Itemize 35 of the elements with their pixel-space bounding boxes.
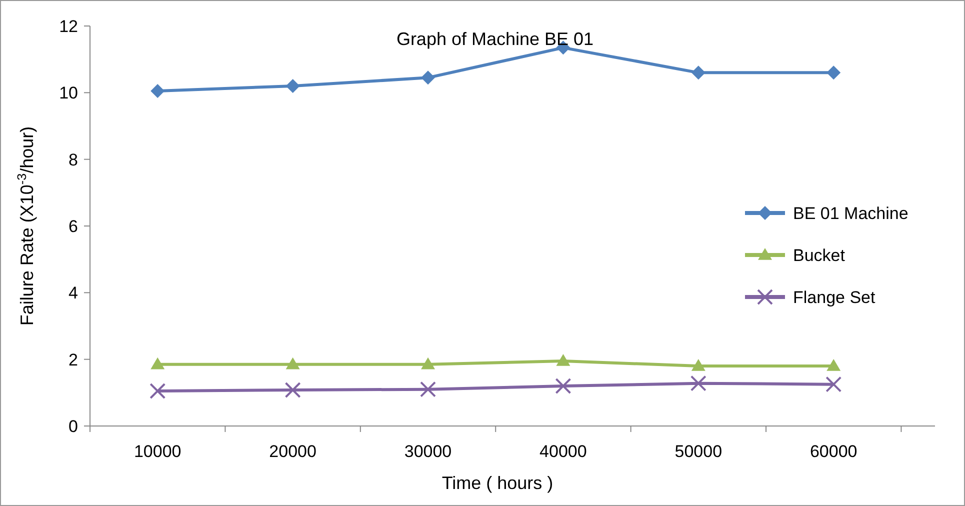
point	[150, 357, 165, 370]
x-tick-label: 60000	[810, 442, 858, 461]
point	[555, 378, 572, 394]
point	[420, 381, 436, 398]
legend-label: BE 01 Machine	[793, 204, 908, 223]
point	[150, 84, 165, 98]
point	[556, 354, 570, 366]
point	[421, 357, 435, 370]
y-tick-label: 6	[68, 216, 78, 236]
point	[826, 359, 841, 371]
x-axis-title: Time ( hours )	[442, 473, 554, 493]
y-tick-label: 2	[68, 350, 78, 370]
y-tick-label: 0	[68, 416, 78, 436]
chart-title: Graph of Machine BE 01	[396, 29, 594, 49]
legend-label: Flange Set	[793, 288, 876, 307]
x-tick-label: 30000	[404, 442, 452, 461]
x-tick-label: 20000	[269, 442, 316, 461]
y-tick-label: 12	[59, 16, 78, 36]
point	[286, 357, 300, 370]
point	[690, 375, 706, 392]
x-tick-label: 40000	[540, 442, 587, 461]
x-tick-label: 50000	[674, 442, 722, 461]
point	[286, 79, 300, 93]
y-tick-label: 10	[59, 84, 78, 103]
point	[421, 70, 435, 85]
point	[150, 383, 166, 399]
point	[284, 382, 301, 398]
legend-label: Bucket	[793, 246, 846, 265]
y-tick-label: 4	[68, 284, 78, 303]
point	[691, 66, 706, 80]
point	[826, 376, 842, 392]
x-tick-label: 10000	[134, 442, 182, 461]
point	[691, 359, 706, 371]
point	[826, 66, 841, 80]
y-tick-label: 8	[68, 150, 78, 170]
